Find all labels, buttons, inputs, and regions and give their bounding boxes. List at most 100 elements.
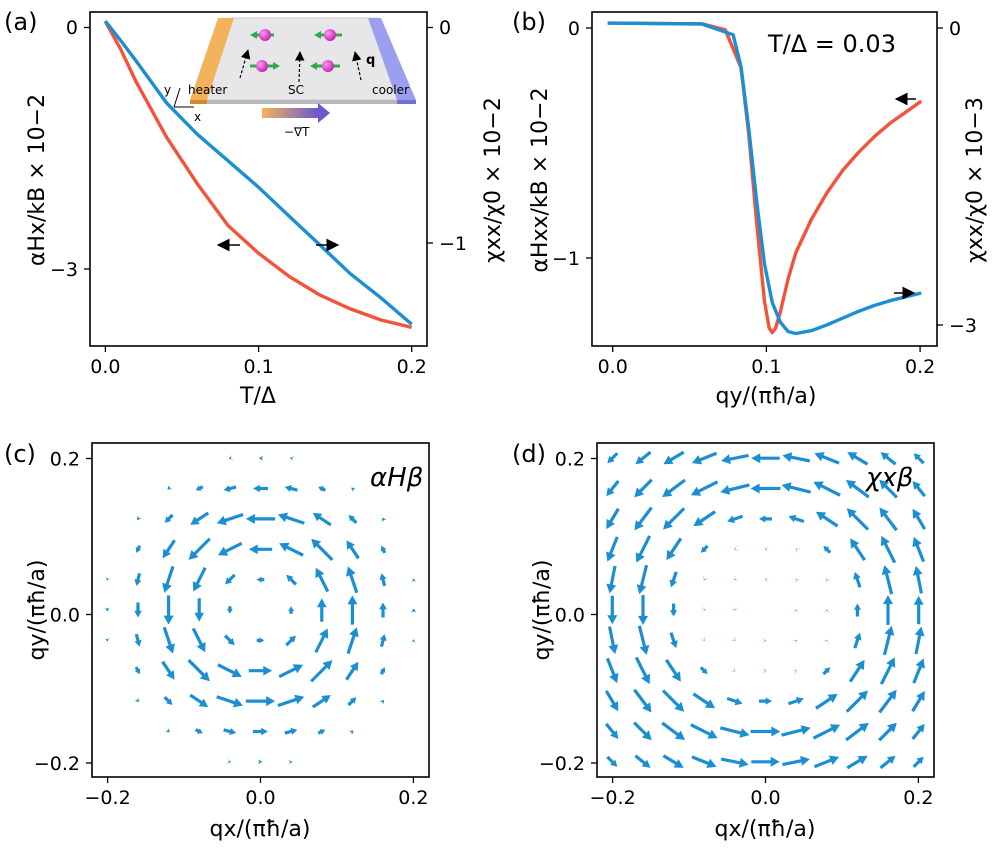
quiver-arrow	[847, 452, 869, 466]
quiver-arrow	[846, 508, 870, 531]
quiver-arrow	[762, 668, 767, 673]
quiver-arrow	[104, 607, 110, 612]
quiver-arrow	[699, 666, 708, 675]
quiver-arrow	[634, 506, 653, 531]
quiver-arrow	[608, 626, 619, 655]
quiver-arrow	[348, 515, 358, 524]
panel-b-ytick-right-0: 0	[949, 18, 961, 40]
panel-a-ticks	[84, 26, 433, 352]
quiver-arrow	[191, 627, 206, 653]
quiver-arrow	[634, 478, 653, 498]
quiver-arrow	[226, 606, 233, 614]
inset-axis-y: y	[164, 83, 171, 97]
quiver-arrow	[666, 537, 683, 561]
panel-a-series	[103, 20, 413, 330]
panel-b-ytick-left-1: −1	[552, 248, 580, 270]
quiver-arrow	[912, 756, 924, 768]
panel-a-ytick-right-0: 0	[439, 17, 451, 39]
quiver-arrow	[882, 625, 895, 656]
quiver-arrow	[795, 579, 800, 583]
quiver-arrow	[245, 696, 276, 707]
quiver-arrow	[815, 693, 838, 710]
quiver-arrow	[317, 598, 327, 622]
panel-d-ticks	[591, 457, 920, 783]
quiver-arrow	[312, 512, 332, 527]
quiver-arrow	[277, 512, 305, 525]
panel-b-frame	[591, 11, 938, 347]
quiver-arrow	[879, 507, 898, 532]
quiver-arrow	[759, 515, 772, 523]
quiver-arrow	[726, 697, 743, 706]
panel-c-ylabel: qy/(πħ/a)	[25, 560, 50, 661]
quiver-arrow	[606, 507, 620, 530]
quiver-arrow	[661, 721, 685, 740]
quiver-arrow	[605, 657, 619, 684]
inset-sc-label: SC	[288, 83, 304, 97]
quiver-arrow	[853, 571, 862, 588]
quiver-arrow	[663, 450, 685, 465]
quiver-arrow	[792, 669, 797, 674]
quiver-arrow	[411, 578, 417, 583]
panel-b-xtick-1: 0.1	[751, 356, 781, 378]
panel-b-label: (b)	[512, 8, 546, 36]
quiver-arrow	[163, 595, 174, 625]
inset-heater-strip	[190, 18, 234, 100]
quiver-arrow	[845, 690, 868, 713]
quiver-arrow	[813, 755, 840, 769]
quiver-arrow	[225, 573, 236, 585]
quiver-arrow	[228, 455, 233, 460]
quiver-arrow	[669, 571, 678, 588]
inset-spin-particle	[250, 60, 280, 72]
quiver-arrow	[289, 456, 294, 461]
quiver-arrow	[848, 659, 865, 683]
quiver-arrow	[284, 485, 298, 492]
quiver-arrow	[606, 480, 620, 497]
quiver-arrow	[285, 635, 296, 647]
quiver-arrow	[223, 634, 235, 646]
quiver-arrow	[162, 626, 175, 654]
panel-c-ticks	[86, 457, 415, 783]
inset-axis-x: x	[194, 110, 201, 124]
panel-c-quiver	[104, 455, 417, 765]
quiver-arrow	[881, 565, 894, 595]
quiver-arrow	[703, 576, 708, 581]
quiver-arrow	[165, 728, 170, 733]
panel-b-xtick-0: 0.0	[598, 356, 628, 378]
quiver-arrow	[379, 602, 387, 618]
quiver-arrow	[814, 452, 840, 465]
quiver-arrow	[167, 485, 172, 490]
quiver-arrow	[782, 452, 811, 463]
panel-a-xtick-1: 0.1	[243, 356, 273, 378]
panel-b-ylabel-right: χxx/χ0 × 10−3	[963, 97, 988, 263]
quiver-arrow	[135, 545, 142, 553]
panel-a-ylabel-right: χxx/χ0 × 10−2	[481, 97, 506, 263]
quiver-arrow	[248, 544, 273, 555]
quiver-arrow	[734, 576, 739, 581]
quiver-arrow	[314, 628, 329, 653]
series-line-red	[103, 20, 413, 330]
panel-c-ytick-2: −0.2	[34, 753, 80, 775]
panel-c: (c) 0.2 0.0 −0.2 −0.2 0.0 0.2 qx/(πħ/a) …	[4, 440, 430, 842]
quiver-arrow	[253, 727, 268, 736]
quiver-arrow	[670, 603, 678, 617]
quiver-arrow	[879, 657, 896, 685]
quiver-arrow	[822, 667, 831, 676]
quiver-arrow	[665, 659, 681, 682]
quiver-arrow	[382, 517, 387, 523]
panel-b-series	[607, 21, 923, 336]
quiver-arrow	[164, 513, 174, 523]
quiver-arrow	[633, 688, 652, 713]
inset-spin-particle	[314, 29, 342, 41]
quiver-arrow	[318, 486, 327, 492]
quiver-arrow	[669, 632, 678, 649]
quiver-arrow	[284, 727, 298, 735]
quiver-arrow	[223, 728, 237, 735]
quiver-arrow	[161, 660, 175, 680]
panel-a-xtick-2: 0.2	[397, 356, 427, 378]
quiver-arrow	[751, 756, 780, 767]
quiver-arrow	[701, 637, 706, 641]
series-line-blue	[103, 20, 413, 326]
quiver-arrow	[690, 480, 719, 496]
quiver-arrow	[913, 595, 924, 625]
panel-d-xtick-1: 0.0	[750, 787, 780, 809]
